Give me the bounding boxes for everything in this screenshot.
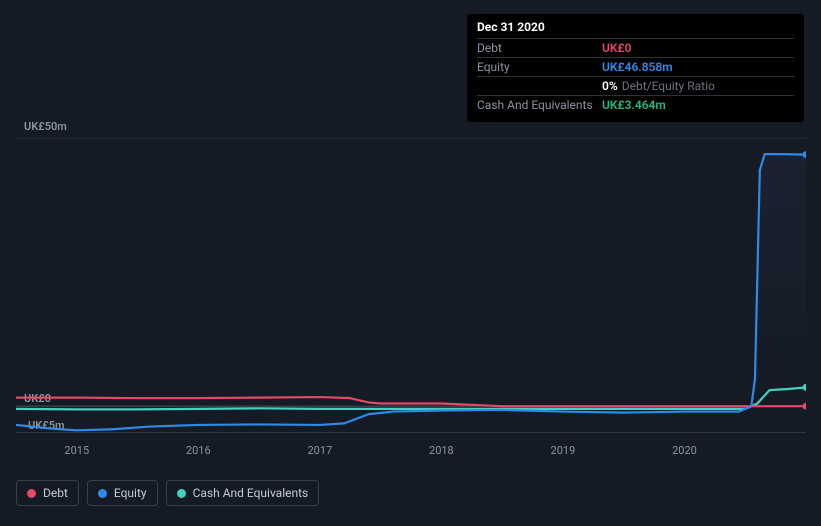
tooltip-label: Cash And Equivalents	[477, 98, 602, 112]
legend-item-cash[interactable]: Cash And Equivalents	[166, 480, 320, 506]
tooltip-label	[477, 79, 602, 93]
legend-item-equity[interactable]: Equity	[87, 480, 158, 506]
x-tick-label: 2015	[64, 444, 89, 457]
tooltip-value: UK£0	[602, 41, 631, 55]
y-tick-label: UK£50m	[24, 120, 67, 133]
tooltip-value: 0%Debt/Equity Ratio	[602, 79, 715, 93]
x-axis: 2015 2016 2017 2018 2019 2020	[16, 444, 806, 464]
legend-item-debt[interactable]: Debt	[16, 480, 79, 506]
line-chart[interactable]: UK£50m UK£0 -UK£5m	[16, 120, 806, 440]
legend-label: Debt	[43, 486, 68, 500]
x-tick-label: 2019	[551, 444, 576, 457]
tooltip-label: Equity	[477, 60, 602, 74]
legend-dot	[27, 489, 36, 498]
tooltip-value: UK£46.858m	[602, 60, 673, 74]
legend-label: Cash And Equivalents	[193, 486, 309, 500]
tooltip-label: Debt	[477, 41, 602, 55]
legend-dot	[177, 489, 186, 498]
tooltip-date: Dec 31 2020	[477, 20, 794, 38]
legend-dot	[98, 489, 107, 498]
legend-label: Equity	[114, 486, 147, 500]
tooltip-value: UK£3.464m	[602, 98, 666, 112]
x-tick-label: 2017	[307, 444, 332, 457]
tooltip-row: 0%Debt/Equity Ratio	[477, 76, 794, 95]
tooltip-row: Debt UK£0	[477, 38, 794, 57]
chart-plot	[16, 138, 806, 433]
x-tick-label: 2016	[186, 444, 211, 457]
tooltip-row: Equity UK£46.858m	[477, 57, 794, 76]
x-tick-label: 2020	[672, 444, 697, 457]
chart-tooltip: Dec 31 2020 Debt UK£0 Equity UK£46.858m …	[467, 14, 804, 122]
x-tick-label: 2018	[429, 444, 454, 457]
legend: Debt Equity Cash And Equivalents	[16, 480, 319, 506]
tooltip-row: Cash And Equivalents UK£3.464m	[477, 95, 794, 114]
